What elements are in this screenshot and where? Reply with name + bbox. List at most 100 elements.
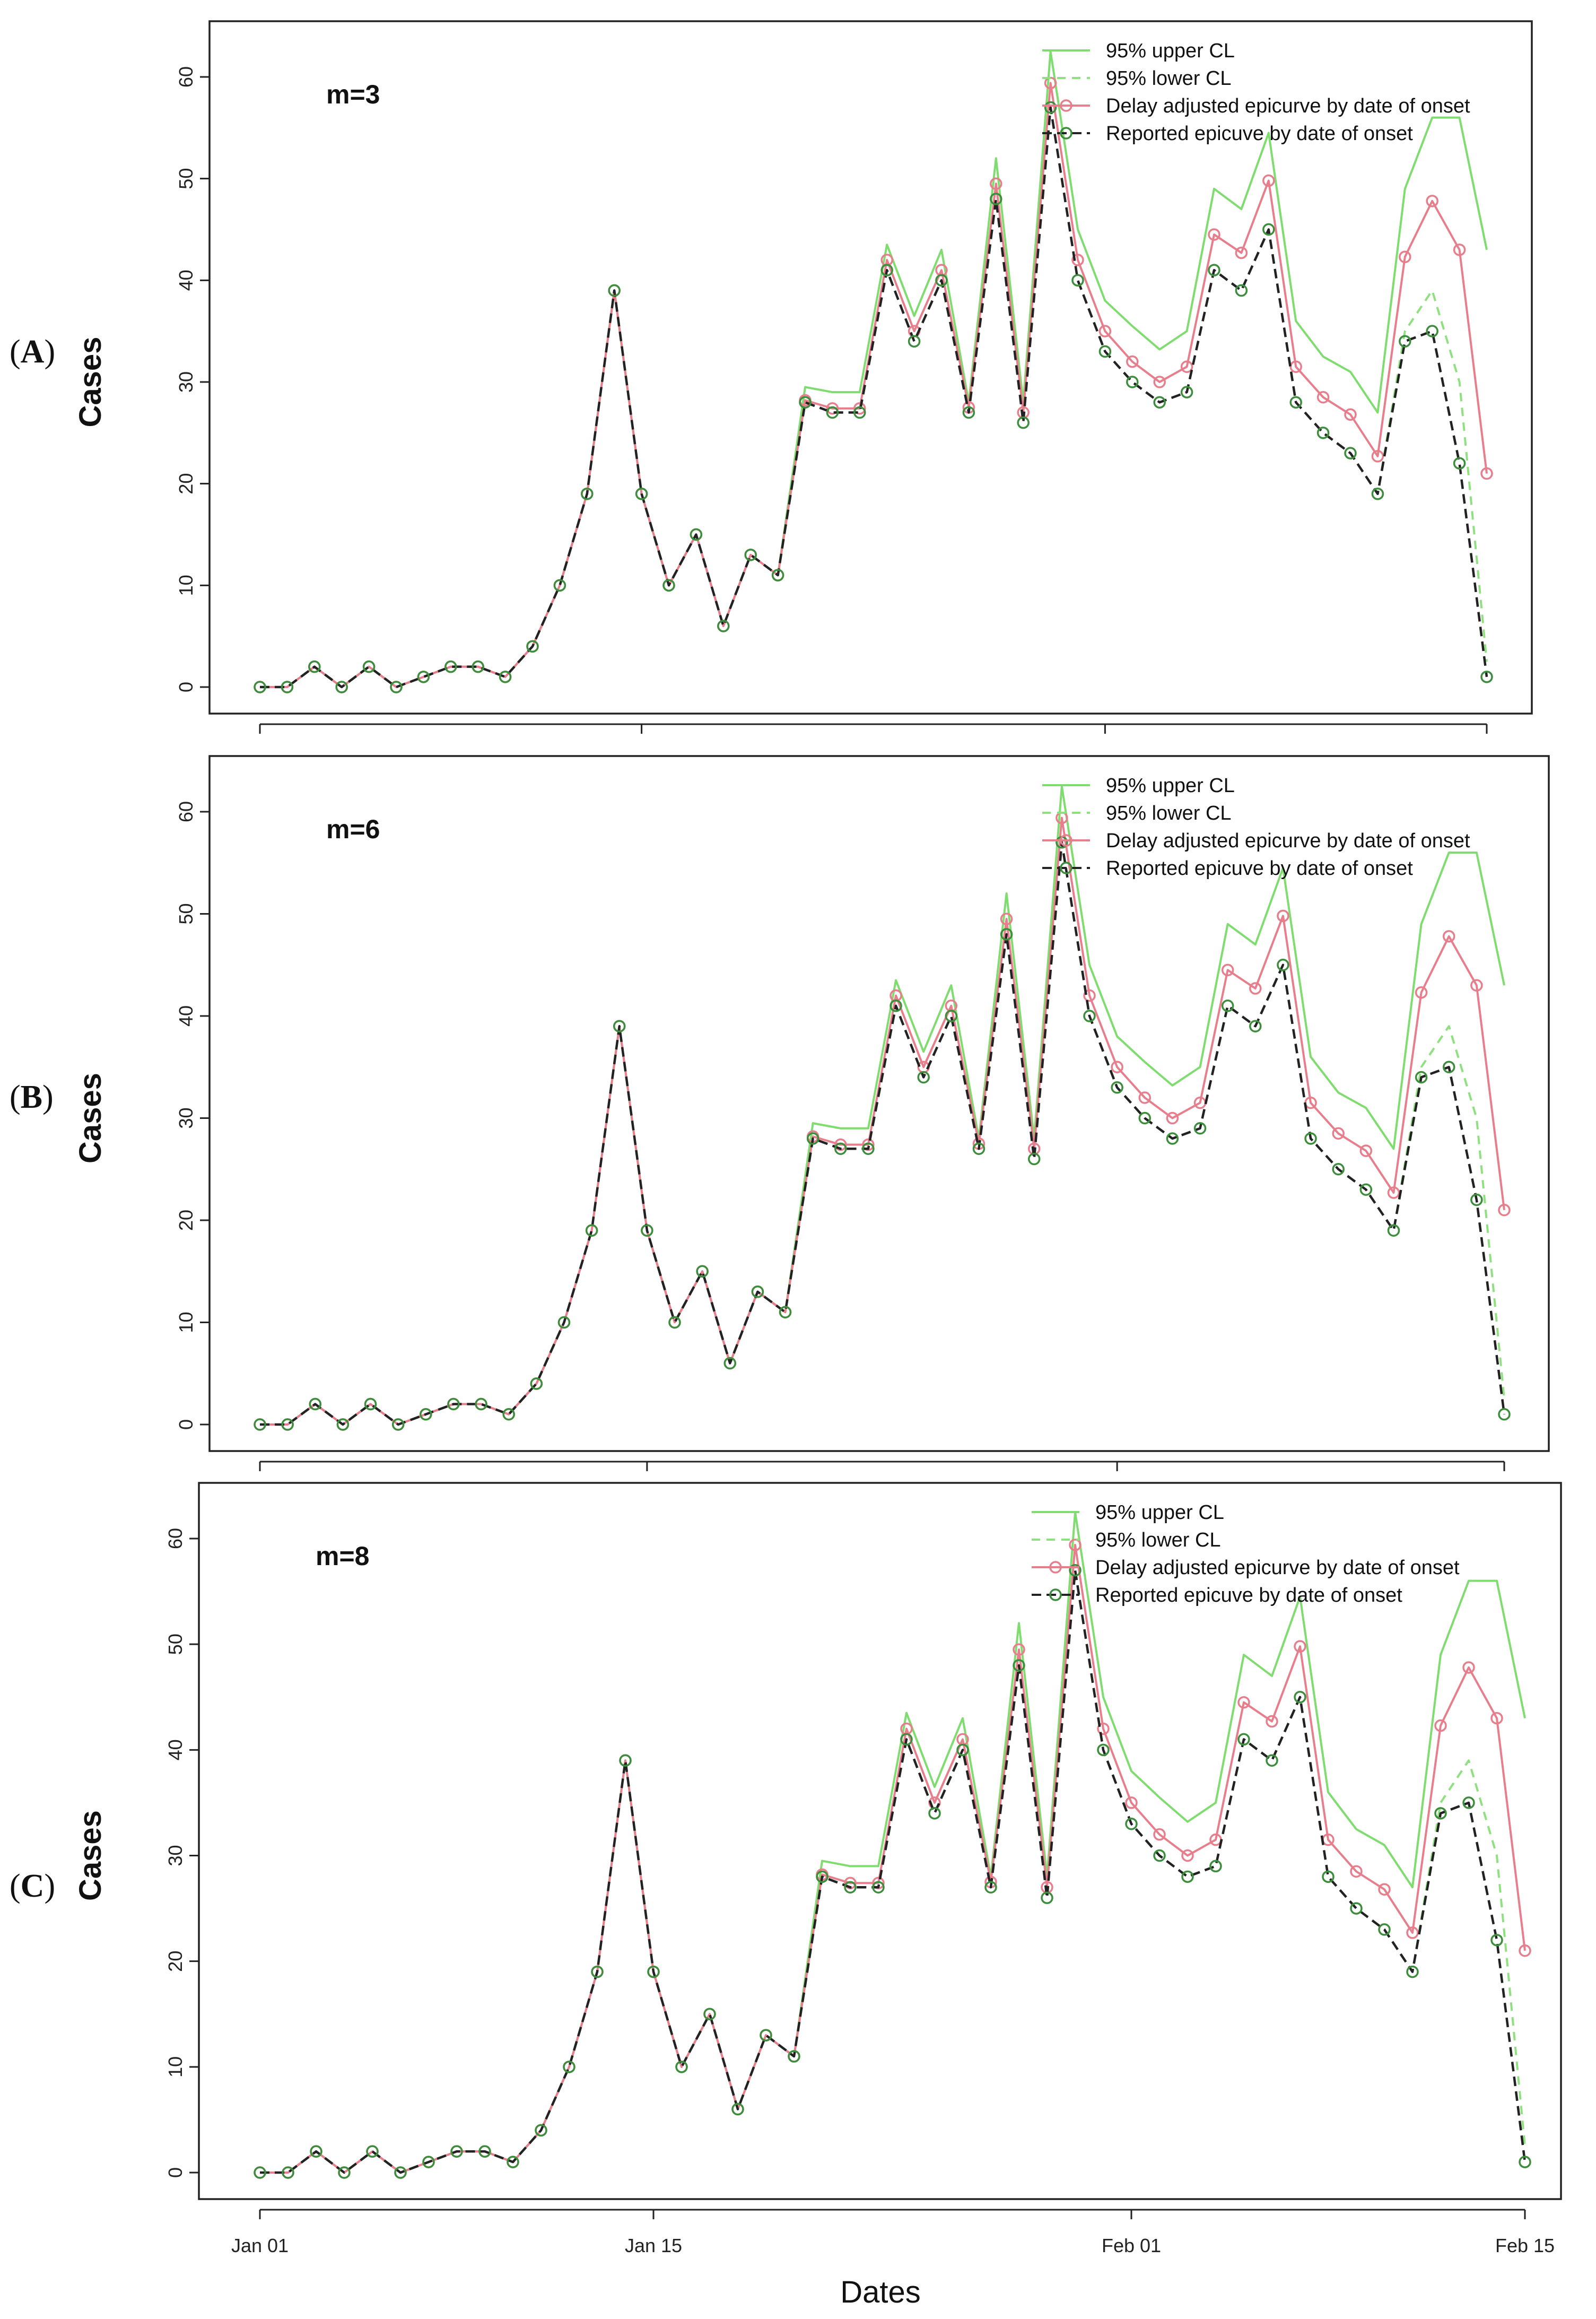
legend-entry: Delay adjusted epicurve by date of onset <box>1106 830 1470 852</box>
data-point <box>475 1397 487 1411</box>
data-point <box>908 335 921 348</box>
data-point <box>1399 250 1411 263</box>
series-line <box>260 106 1488 689</box>
data-point <box>834 1142 847 1155</box>
data-point <box>1350 1865 1363 1878</box>
data-point <box>507 2156 519 2168</box>
data-point <box>1071 274 1084 287</box>
model-annotation: m=8 <box>316 1541 369 1571</box>
data-point <box>703 2008 716 2020</box>
data-point <box>447 1397 460 1411</box>
legend: 95% upper CL 95% lower CL Delay adjusted e… <box>1042 775 1470 880</box>
x-axis-title: Dates <box>840 2275 921 2309</box>
series-upper-cl <box>260 50 1488 688</box>
data-point <box>308 660 321 673</box>
data-point <box>1249 1020 1262 1032</box>
data-point <box>1480 467 1493 480</box>
data-point <box>1359 1183 1373 1196</box>
data-point <box>336 1418 350 1431</box>
data-point <box>1462 1661 1475 1674</box>
data-point <box>844 1881 857 1894</box>
data-point <box>945 1010 958 1022</box>
data-point <box>417 671 430 683</box>
data-point <box>1138 1111 1152 1125</box>
data-point <box>1406 1965 1419 1978</box>
data-point <box>1181 1849 1194 1862</box>
data-point <box>834 1138 847 1151</box>
data-point <box>723 1357 737 1370</box>
data-point <box>641 1224 653 1237</box>
series-line <box>260 1569 1526 2174</box>
data-point <box>1316 391 1330 404</box>
series-reported <box>254 101 1493 693</box>
data-point <box>422 2156 435 2168</box>
data-point <box>309 1397 322 1411</box>
data-point <box>338 2166 351 2179</box>
y-tick-label: 50 <box>175 903 197 924</box>
data-point <box>310 2145 322 2158</box>
legend-entry: Delay adjusted epicurve by date of onset <box>1095 1557 1460 1579</box>
data-point <box>816 1870 828 1883</box>
y-tick-label: 50 <box>164 1634 186 1655</box>
data-point <box>872 1881 885 1894</box>
data-point <box>362 660 376 673</box>
data-point <box>1266 1754 1278 1767</box>
data-point <box>662 579 675 592</box>
series-line <box>260 817 1505 1426</box>
data-point <box>862 1142 875 1155</box>
data-point <box>1387 1186 1400 1199</box>
legend-entry: Delay adjusted epicurve by date of onset <box>1106 95 1470 117</box>
y-tick-label: 10 <box>164 2056 186 2078</box>
data-point <box>1406 1926 1419 1939</box>
data-point <box>696 1265 709 1278</box>
data-point <box>1125 1796 1138 1809</box>
data-point <box>853 402 866 415</box>
panel-label: (A) <box>10 334 55 370</box>
series-line <box>260 50 1488 688</box>
y-axis-title: Cases <box>73 337 108 428</box>
data-point <box>619 1754 632 1767</box>
data-point <box>1332 1163 1345 1176</box>
data-point <box>760 2029 772 2042</box>
data-point <box>799 396 812 409</box>
data-point <box>984 1881 997 1894</box>
data-point <box>1237 1733 1250 1746</box>
data-point <box>1235 284 1248 297</box>
data-point <box>1181 1870 1194 1883</box>
data-point <box>928 1807 941 1820</box>
series-lower-cl <box>260 106 1488 688</box>
data-point <box>1378 1883 1391 1896</box>
data-point <box>880 264 893 276</box>
data-point <box>1083 1010 1096 1022</box>
data-point <box>771 569 784 581</box>
series-upper-cl <box>260 1511 1526 2174</box>
data-point <box>635 488 648 500</box>
data-point <box>1344 408 1357 421</box>
data-point <box>526 640 539 653</box>
data-point <box>1153 1828 1166 1841</box>
y-tick-label: 60 <box>175 801 197 822</box>
data-point <box>1371 450 1384 463</box>
data-point <box>731 2103 744 2116</box>
data-point <box>962 406 975 419</box>
data-point <box>1289 360 1302 373</box>
data-point <box>1017 416 1030 429</box>
y-tick-label: 20 <box>164 1951 186 1972</box>
y-tick-label: 0 <box>175 682 197 692</box>
y-tick-label: 20 <box>175 1210 197 1231</box>
y-tick-label: 30 <box>175 1107 197 1128</box>
data-point <box>1399 335 1411 348</box>
data-point <box>1208 264 1220 276</box>
data-point <box>1462 1796 1475 1809</box>
series-lower-cl <box>260 841 1505 1426</box>
legend-entry: Reported epicuve by date of onset <box>1106 123 1413 145</box>
data-point <box>1044 101 1057 114</box>
y-axis-title: Cases <box>73 1810 108 1901</box>
data-point <box>1221 1000 1234 1012</box>
data-point <box>1289 396 1302 409</box>
series-delay-adjusted <box>254 76 1493 693</box>
y-axis-title: Cases <box>73 1073 108 1163</box>
data-point <box>1442 930 1455 943</box>
